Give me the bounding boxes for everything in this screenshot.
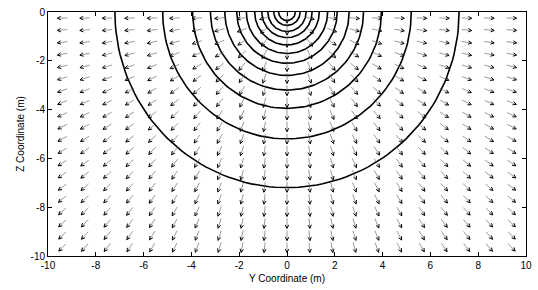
svg-text:4: 4 [380,260,386,271]
svg-text:-4: -4 [36,104,45,115]
svg-text:6: 6 [428,260,434,271]
svg-text:2: 2 [332,260,338,271]
svg-text:8: 8 [475,260,481,271]
svg-text:10: 10 [520,260,532,271]
svg-text:-8: -8 [36,202,45,213]
svg-text:Z Coordinate (m): Z Coordinate (m) [15,96,26,172]
svg-text:-4: -4 [187,260,196,271]
svg-text:-8: -8 [91,260,100,271]
svg-text:-10: -10 [31,251,46,262]
svg-text:-10: -10 [41,260,56,271]
svg-text:0: 0 [284,260,290,271]
svg-text:-6: -6 [36,153,45,164]
svg-text:-6: -6 [139,260,148,271]
svg-text:-2: -2 [36,55,45,66]
svg-text:-2: -2 [235,260,244,271]
svg-text:Y Coordinate (m): Y Coordinate (m) [249,273,325,284]
svg-text:0: 0 [39,7,45,18]
